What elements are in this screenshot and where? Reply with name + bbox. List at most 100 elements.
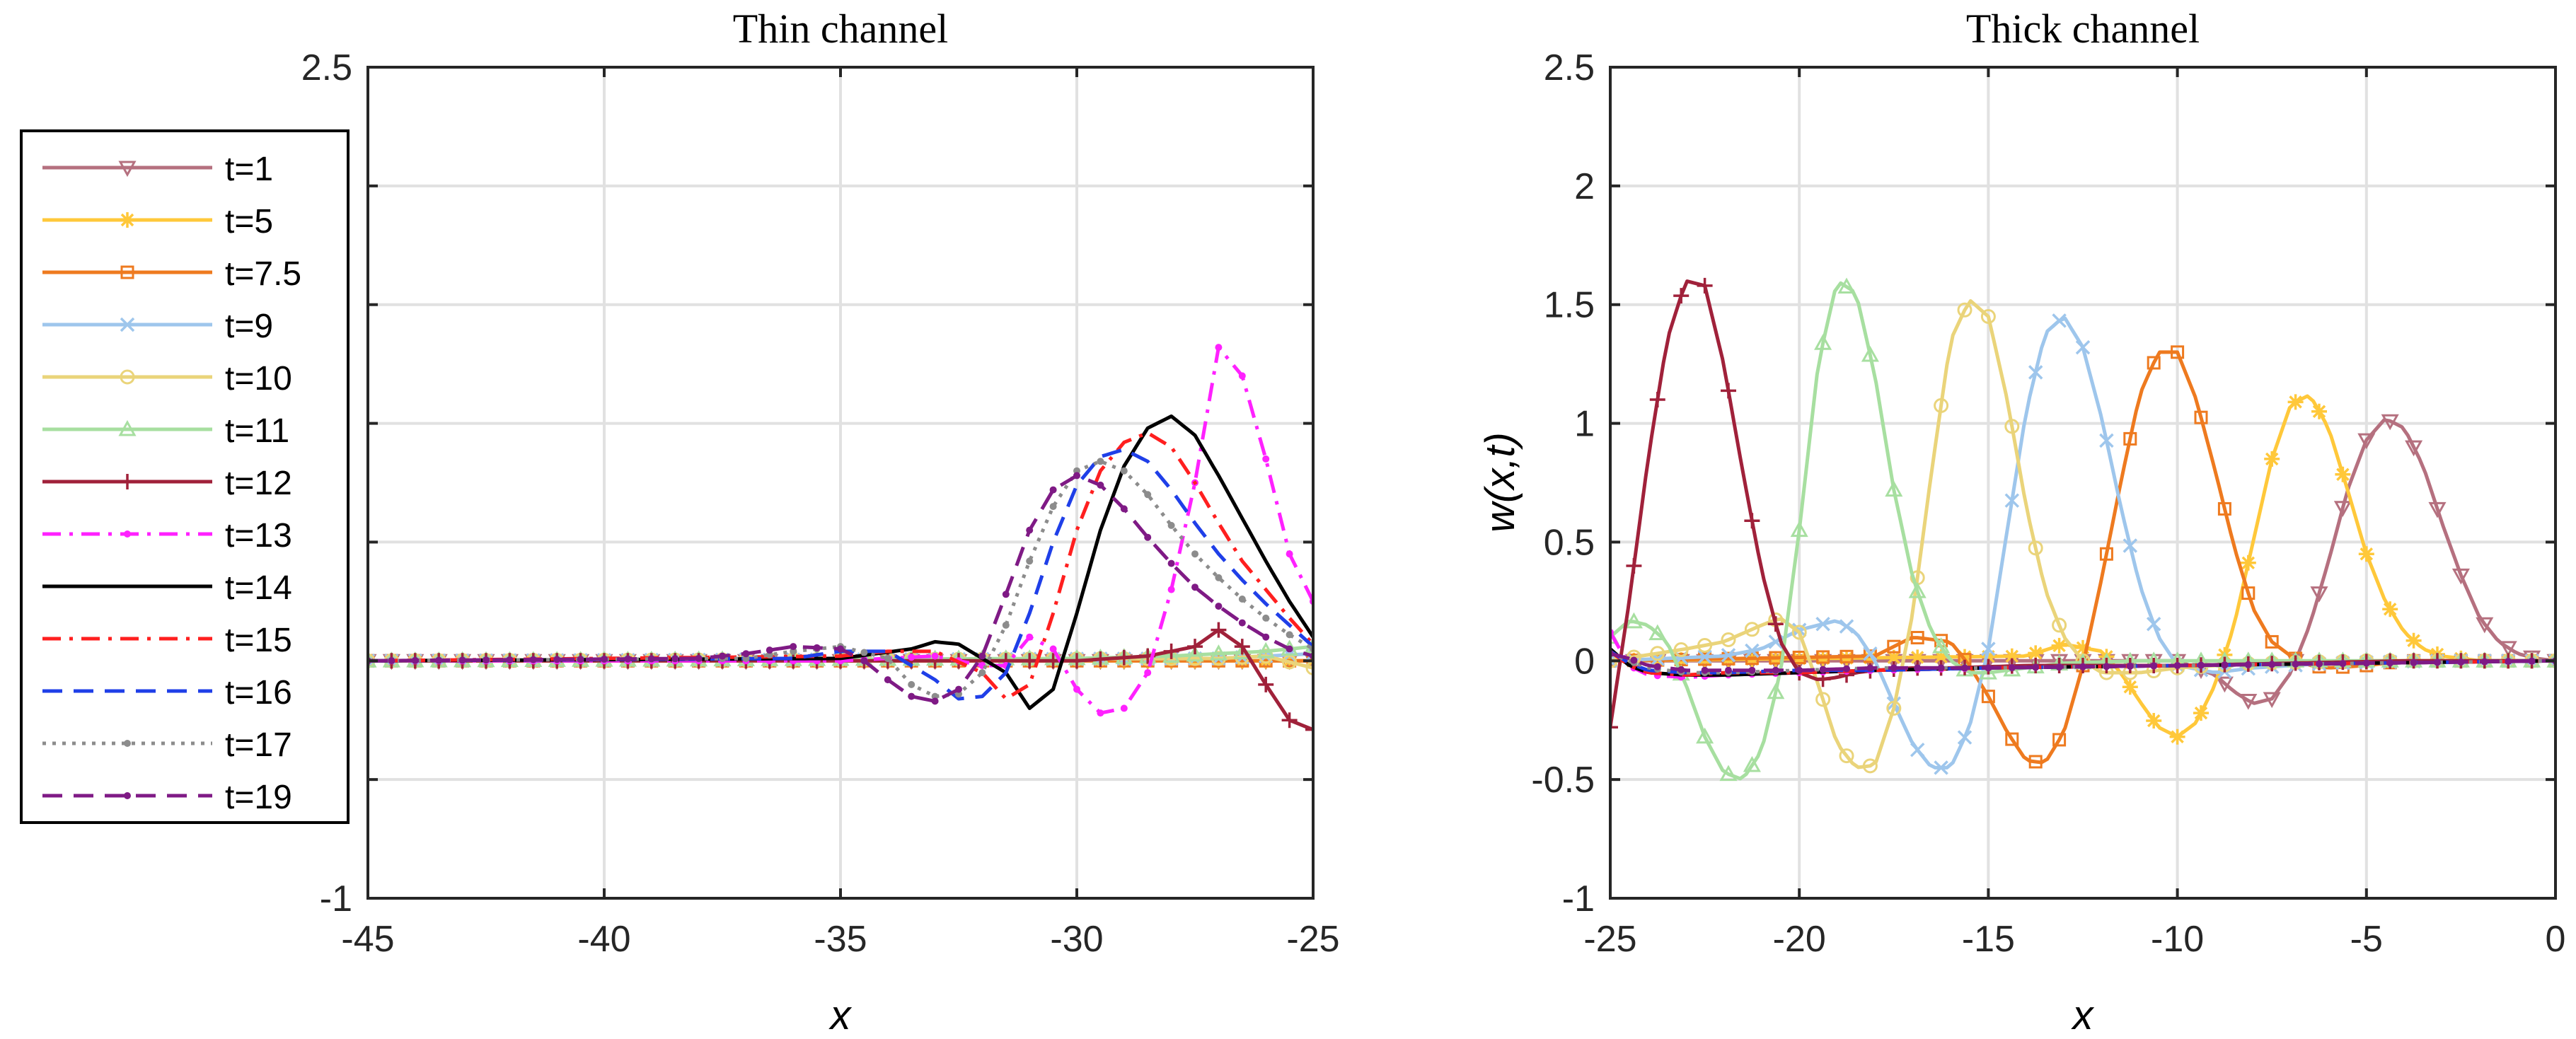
thin-channel-title: Thin channel (733, 6, 948, 52)
thin-y-tick-label: 2.5 (301, 47, 352, 88)
thin-series-marker (1163, 643, 1179, 659)
thick-x-tick-label: -10 (2151, 919, 2204, 960)
thick-series-marker (1772, 666, 1779, 674)
thick-series-marker (2008, 663, 2016, 671)
thin-ticks: -45 -40 -35 -30 -25 -1 2.5 (301, 47, 1340, 960)
thick-series-t-10 (1610, 299, 2555, 774)
thin-series-marker (1002, 621, 1010, 629)
thin-series-marker (1167, 586, 1175, 593)
thick-series-marker (2405, 440, 2423, 457)
thick-series-marker (1745, 651, 1759, 666)
thin-series-marker (1049, 503, 1057, 511)
thick-series-marker (2476, 617, 2494, 634)
thin-series-marker (1215, 574, 1223, 581)
thin-x-tick-label: -25 (1286, 919, 1339, 960)
thin-series-marker (884, 676, 891, 684)
thin-series-marker (1069, 653, 1085, 669)
thick-series-marker (1839, 619, 1854, 634)
thin-series-marker (624, 655, 632, 663)
thin-x-axis-label: x (828, 992, 853, 1038)
thick-series-marker (2405, 632, 2422, 649)
thick-series-marker (1743, 755, 1761, 772)
legend-entry: t=13 (42, 517, 292, 555)
thick-series-marker (1697, 649, 1712, 664)
thick-series-marker (1932, 637, 1951, 654)
thin-series-marker (1258, 676, 1274, 692)
thick-series-marker (2122, 538, 2138, 553)
thick-series-marker (2051, 637, 2067, 654)
thick-series-marker (2268, 661, 2276, 668)
thick-series-marker (2339, 660, 2347, 668)
thin-series-marker (1238, 596, 1246, 603)
thin-series-marker (742, 650, 750, 658)
thin-series-marker (931, 652, 939, 660)
thick-y-tick-label: 2.5 (1544, 47, 1595, 88)
legend-entry: t=9 (42, 308, 273, 345)
thick-series-t-11 (1610, 277, 2555, 782)
thick-series-marker (2381, 414, 2399, 431)
thick-series-marker (2221, 661, 2229, 669)
thin-series-marker (1026, 633, 1034, 641)
thick-series-marker (2244, 661, 2252, 668)
thick-series-marker (1697, 637, 1713, 653)
thin-series-marker (1120, 704, 1128, 712)
thin-series-marker (1116, 649, 1132, 666)
thick-series-marker (1697, 277, 1713, 294)
legend-marker (118, 419, 137, 436)
thin-series-marker (577, 656, 584, 663)
thick-series-marker (1748, 666, 1756, 674)
thick-y-tick-label: 1.5 (1544, 285, 1595, 326)
legend-label: t=17 (225, 726, 292, 764)
thick-series-marker (2499, 641, 2517, 657)
thick-series-marker (2311, 403, 2327, 419)
thick-series-marker (1696, 727, 1714, 744)
legend-entry: t=19 (42, 779, 292, 816)
thick-series-marker (1979, 663, 1997, 680)
thick-channel-chart: Thick channel -25 -20 -15 -10 -5 0 -1 -0.5 0 0.5 1… (1477, 6, 2565, 1038)
thick-series-marker (2357, 433, 2376, 450)
legend-entry: t=16 (42, 674, 292, 712)
thin-series-marker (388, 657, 395, 665)
thick-series-marker (1791, 625, 1807, 640)
thin-series-marker (1097, 709, 1104, 717)
thin-series-marker (435, 656, 443, 664)
legend-entry: t=5 (42, 203, 273, 240)
thin-series-marker (1262, 633, 1270, 641)
thin-series-marker (1262, 614, 1270, 622)
thick-series-marker (2528, 657, 2536, 665)
thin-series-marker (1215, 344, 1223, 352)
thick-series-marker (1934, 760, 1948, 775)
thin-series-marker (483, 656, 490, 664)
thick-series-marker (1957, 302, 1973, 318)
thick-series-marker (2505, 658, 2512, 666)
legend-label: t=10 (225, 360, 292, 397)
thick-series-marker (1796, 666, 1803, 674)
thin-x-tick-label: -30 (1050, 919, 1103, 960)
legend-entry: t=15 (42, 622, 292, 659)
thick-series-marker (1626, 558, 1642, 574)
thin-series-marker (1305, 660, 1313, 675)
thin-series-marker (1002, 591, 1010, 598)
thin-series-marker (1049, 645, 1057, 653)
thick-series-marker (2310, 586, 2328, 603)
legend-marker (120, 474, 135, 489)
thick-series-t-7-5 (1610, 345, 2555, 769)
thick-series-marker (2103, 663, 2110, 671)
thick-series-marker (2434, 658, 2441, 666)
thick-series-marker (2171, 345, 2185, 359)
thick-series-marker (1910, 649, 1926, 666)
thick-x-tick-label: -25 (1583, 919, 1636, 960)
legend-marker (120, 317, 135, 332)
thin-series-marker (1167, 559, 1175, 567)
thin-x-tick-label: -40 (577, 919, 630, 960)
thick-series-marker (2028, 540, 2043, 556)
thin-series-marker (671, 655, 679, 663)
thick-series-marker (1767, 616, 1784, 632)
thick-y-tick-label: 0 (1574, 641, 1595, 682)
legend-label: t=16 (225, 674, 292, 712)
thin-series-marker (1026, 526, 1034, 534)
thin-series-marker (1092, 651, 1109, 668)
thick-series-marker (1744, 622, 1760, 637)
thick-series-marker (1890, 664, 1898, 672)
thick-series-marker (1910, 631, 1924, 645)
